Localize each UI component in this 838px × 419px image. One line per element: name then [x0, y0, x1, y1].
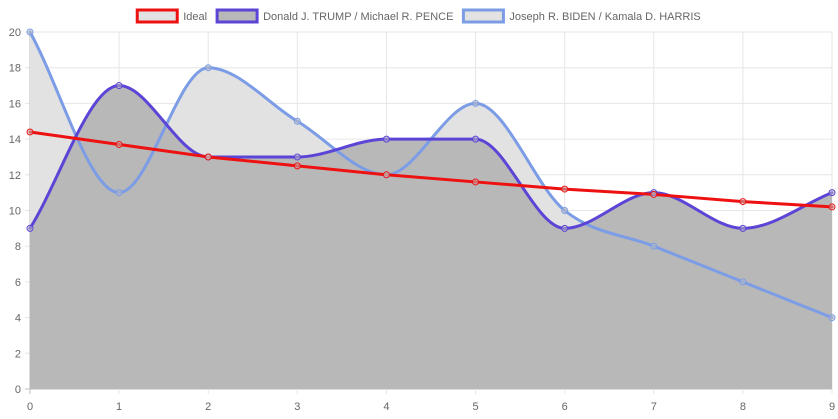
y-tick-label: 14	[9, 134, 21, 146]
area-donald-j-trump-michael-r-pence	[30, 85, 832, 390]
legend-label: Joseph R. BIDEN / Kamala D. HARRIS	[509, 11, 700, 23]
series-points	[26, 28, 836, 322]
point-joseph-r-biden-kamala-d-harris-0[interactable]	[26, 28, 34, 36]
x-tick-label: 6	[562, 401, 568, 413]
x-tick-label: 7	[651, 401, 657, 413]
legend-swatch	[461, 8, 505, 24]
point-ideal-4[interactable]	[382, 171, 390, 179]
point-donald-j-trump-michael-r-pence-3[interactable]	[293, 153, 301, 161]
x-tick-label: 5	[472, 401, 478, 413]
y-tick-label: 10	[9, 206, 21, 218]
point-joseph-r-biden-kamala-d-harris-7[interactable]	[650, 242, 658, 250]
legend-item-joseph-r-biden-kamala-d-harris[interactable]: Joseph R. BIDEN / Kamala D. HARRIS	[461, 8, 701, 24]
y-tick-label: 4	[15, 313, 21, 325]
x-tick-label: 8	[740, 401, 746, 413]
legend-label: Ideal	[183, 11, 207, 23]
point-joseph-r-biden-kamala-d-harris-3[interactable]	[293, 117, 301, 125]
point-donald-j-trump-michael-r-pence-9[interactable]	[828, 189, 836, 197]
point-ideal-3[interactable]	[293, 162, 301, 170]
y-tick-label: 0	[15, 384, 21, 396]
legend: Ideal Donald J. TRUMP / Michael R. PENCE J…	[135, 8, 701, 24]
y-tick-label: 16	[9, 98, 21, 110]
x-tick-label: 9	[829, 401, 835, 413]
point-donald-j-trump-michael-r-pence-5[interactable]	[472, 135, 480, 143]
legend-label: Donald J. TRUMP / Michael R. PENCE	[263, 11, 453, 23]
legend-item-ideal[interactable]: Ideal	[135, 8, 207, 24]
y-tick-label: 12	[9, 170, 21, 182]
point-donald-j-trump-michael-r-pence-4[interactable]	[382, 135, 390, 143]
point-donald-j-trump-michael-r-pence-0[interactable]	[26, 224, 34, 232]
point-ideal-1[interactable]	[115, 140, 123, 148]
line-ideal	[28, 130, 834, 209]
x-tick-label: 2	[205, 401, 211, 413]
line-joseph-r-biden-kamala-d-harris	[28, 30, 834, 320]
y-tick-label: 6	[15, 277, 21, 289]
series-fills	[30, 32, 832, 390]
legend-swatch	[215, 8, 259, 24]
legend-swatch	[135, 8, 179, 24]
point-ideal-7[interactable]	[650, 190, 658, 198]
y-tick-label: 2	[15, 348, 21, 360]
point-joseph-r-biden-kamala-d-harris-6[interactable]	[561, 207, 569, 214]
x-tick-label: 0	[27, 401, 33, 413]
x-tick-label: 3	[294, 401, 300, 413]
x-tick-label: 4	[383, 401, 389, 413]
point-ideal-9[interactable]	[828, 203, 836, 211]
point-ideal-8[interactable]	[739, 198, 747, 206]
x-tick-label: 1	[116, 401, 122, 413]
point-joseph-r-biden-kamala-d-harris-9[interactable]	[828, 314, 836, 322]
y-tick-label: 20	[9, 27, 21, 39]
point-donald-j-trump-michael-r-pence-1[interactable]	[115, 82, 123, 90]
point-joseph-r-biden-kamala-d-harris-2[interactable]	[204, 64, 212, 72]
point-ideal-0[interactable]	[26, 128, 34, 136]
line-donald-j-trump-michael-r-pence	[28, 84, 834, 230]
series-lines	[28, 30, 834, 320]
legend-item-donald-j-trump-michael-r-pence[interactable]: Donald J. TRUMP / Michael R. PENCE	[215, 8, 453, 24]
point-ideal-5[interactable]	[472, 178, 480, 186]
y-tick-label: 8	[15, 241, 21, 253]
point-joseph-r-biden-kamala-d-harris-8[interactable]	[739, 278, 747, 286]
point-ideal-2[interactable]	[204, 153, 212, 161]
point-donald-j-trump-michael-r-pence-8[interactable]	[739, 224, 747, 232]
point-donald-j-trump-michael-r-pence-6[interactable]	[561, 224, 569, 232]
y-tick-label: 18	[9, 63, 21, 75]
point-ideal-6[interactable]	[561, 185, 569, 193]
point-joseph-r-biden-kamala-d-harris-1[interactable]	[115, 189, 123, 197]
point-joseph-r-biden-kamala-d-harris-5[interactable]	[472, 99, 480, 107]
